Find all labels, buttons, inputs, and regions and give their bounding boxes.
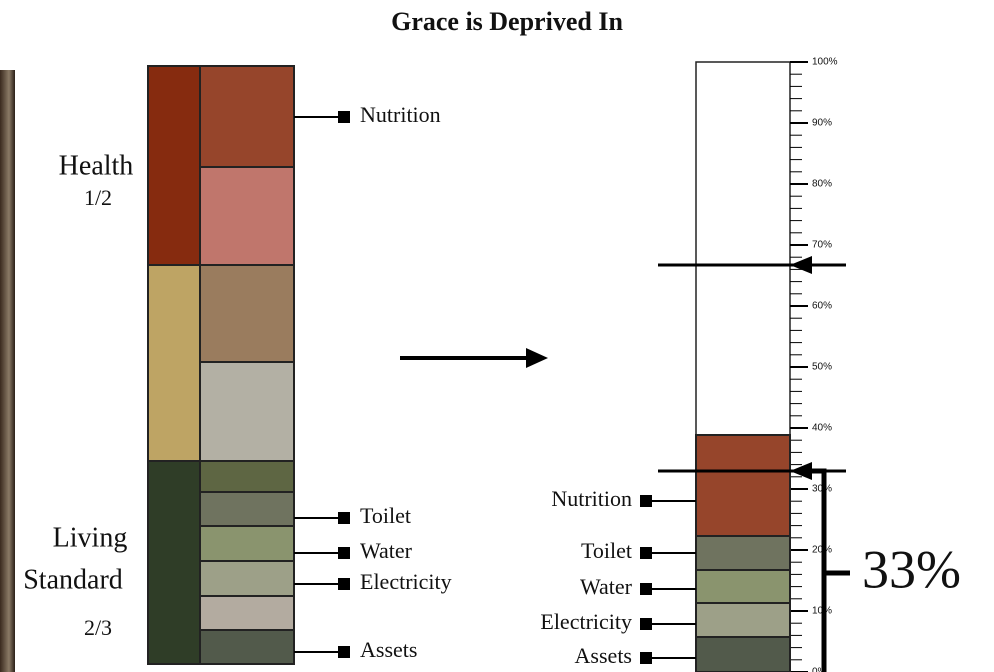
scale-label: 60% [812, 301, 832, 312]
bullet [640, 495, 652, 507]
indicator-label: Water [360, 538, 413, 563]
indicator-label: Assets [360, 637, 417, 662]
bullet [640, 618, 652, 630]
scale-label: 70% [812, 240, 832, 251]
indicator-label: Water [580, 574, 633, 599]
bullet [338, 547, 350, 559]
arrow-head [790, 256, 812, 274]
right-stack [695, 434, 791, 672]
scale-label: 90% [812, 118, 832, 129]
indicator-block [695, 636, 791, 672]
bullet [640, 583, 652, 595]
bullet [640, 547, 652, 559]
scale-label: 40% [812, 423, 832, 434]
left-stack [147, 65, 295, 665]
dimension-label: Living [53, 522, 128, 553]
indicator-block [695, 569, 791, 604]
photo-edge [0, 70, 15, 672]
dimension-weight: 1/2 [84, 185, 112, 210]
education-block [147, 264, 201, 462]
dimension-label: Health [59, 150, 134, 181]
health-block [147, 65, 201, 266]
indicator-label: Toilet [360, 503, 411, 528]
scale-label: 50% [812, 362, 832, 373]
indicator-block [199, 166, 295, 266]
indicator-block [695, 535, 791, 571]
indicator-label: Nutrition [551, 486, 632, 511]
dimension-label: Standard [23, 564, 123, 595]
indicator-label: Electricity [360, 569, 452, 594]
indicator-label: Nutrition [360, 102, 441, 127]
arrow-head [526, 348, 548, 368]
indicator-block [199, 264, 295, 363]
indicator-label: Assets [575, 643, 632, 668]
bullet [640, 652, 652, 664]
bullet [338, 512, 350, 524]
bullet [338, 111, 350, 123]
indicator-block [199, 560, 295, 597]
indicator-block [199, 361, 295, 462]
scale-label: 80% [812, 179, 832, 190]
arrow-head [790, 462, 812, 480]
scale-label: 0% [812, 667, 827, 672]
indicator-label: Electricity [540, 609, 632, 634]
indicator-block [199, 595, 295, 631]
indicator-block [199, 491, 295, 527]
bullet [338, 578, 350, 590]
indicator-block [199, 629, 295, 665]
indicator-block [695, 434, 791, 537]
indicator-label: Toilet [581, 538, 632, 563]
indicator-block [199, 460, 295, 493]
indicator-block [199, 525, 295, 562]
brace [812, 468, 850, 672]
scale-label: 100% [812, 57, 838, 68]
indicator-block [695, 602, 791, 638]
indicator-block [199, 65, 295, 168]
dimension-weight: 2/3 [84, 615, 112, 640]
score: 33% [862, 539, 961, 599]
bullet [338, 646, 350, 658]
living-block [147, 460, 201, 665]
title: Grace is Deprived In [391, 7, 623, 36]
